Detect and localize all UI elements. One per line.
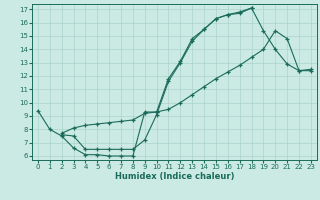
X-axis label: Humidex (Indice chaleur): Humidex (Indice chaleur) bbox=[115, 172, 234, 181]
